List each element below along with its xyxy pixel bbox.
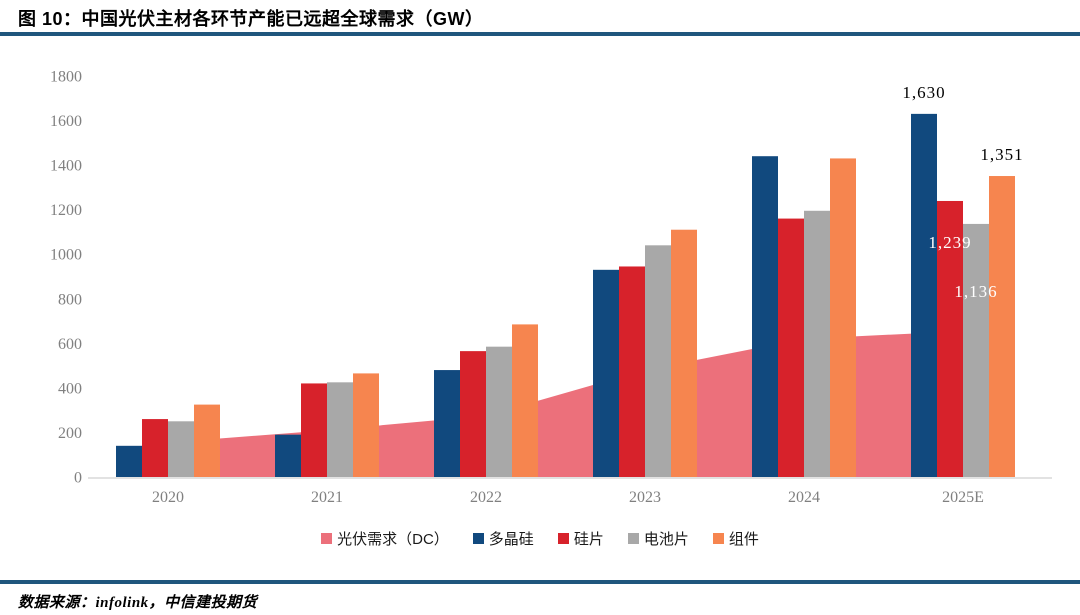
x-category-label: 2023 [629,489,661,506]
legend-item-cell: 电池片 [627,528,689,549]
data-source-note: 数据来源：infolink，中信建投期货 [18,595,258,611]
legend-label-demand: 光伏需求（DC） [337,530,449,548]
module-bar-2024 [830,158,856,477]
cell-bar-2024 [804,210,830,477]
legend-swatch-polysilicon [472,532,484,544]
legend-label-module: 组件 [728,530,759,548]
legend-label-cell: 电池片 [643,530,689,548]
polysilicon-bar-2025E [911,113,937,477]
polysilicon-bar-2023 [593,269,619,477]
y-tick-label: 0 [74,470,82,487]
chart-title: 图 10：中国光伏主材各环节产能已远超全球需求（GW） [18,9,484,29]
wafer-bar-2020 [142,419,168,477]
polysilicon-bar-2022 [434,370,460,477]
module-value-label: 1,351 [980,145,1023,164]
module-bar-2023 [671,229,697,477]
wafer-bar-2023 [619,266,645,477]
y-tick-label: 1000 [50,247,82,264]
module-bar-2022 [512,324,538,477]
x-category-label: 2022 [470,489,502,506]
wafer-bar-2024 [778,218,804,478]
module-bar-2020 [194,404,220,477]
legend-item-demand: 光伏需求（DC） [321,528,449,549]
y-tick-label: 1800 [50,69,82,86]
wafer-bar-2022 [460,351,486,477]
x-category-label: 2025E [942,489,984,506]
cell-bar-2022 [486,346,512,477]
y-tick-label: 200 [58,425,82,442]
legend-swatch-cell [627,532,639,544]
pv-capacity-chart: 0 200 400 600 800 1000 1200 1400 1600 1800 2020 202… [50,69,1052,506]
module-bar-2021 [353,373,379,477]
y-tick-label: 1400 [50,158,82,175]
cell-bar-2021 [327,382,353,477]
y-tick-label: 600 [58,336,82,353]
cell-bar-2020 [168,421,194,477]
title-underline-rule [0,32,1080,36]
cell-value-label: 1,136 [954,282,997,301]
cell-bar-2025E [963,223,989,477]
chart-legend: 光伏需求（DC） 多晶硅 硅片 电池片 组件 [0,527,1080,549]
x-category-label: 2024 [788,489,820,506]
footer-rule [0,580,1080,584]
legend-item-module: 组件 [712,528,759,549]
polysilicon-bar-2021 [275,434,301,477]
polysilicon-bar-2020 [116,445,142,477]
legend-swatch-module [712,532,724,544]
legend-swatch-demand [321,532,333,544]
legend-swatch-wafer [557,532,569,544]
x-category-label: 2021 [311,489,343,506]
module-bar-2025E [989,176,1015,477]
legend-label-polysilicon: 多晶硅 [488,530,534,548]
polysilicon-value-label: 1,630 [902,83,945,102]
legend-item-wafer: 硅片 [557,528,604,549]
y-tick-label: 1600 [50,113,82,130]
legend-item-polysilicon: 多晶硅 [472,528,534,549]
y-tick-label: 400 [58,380,82,397]
wafer-bar-2021 [301,383,327,477]
wafer-bar-2025E [937,200,963,477]
y-tick-label: 1200 [50,202,82,219]
polysilicon-bar-2024 [752,156,778,477]
x-category-label: 2020 [152,489,184,506]
legend-label-wafer: 硅片 [573,530,604,548]
wafer-value-label: 1,239 [928,233,971,252]
cell-bar-2023 [645,245,671,477]
y-tick-label: 800 [58,291,82,308]
